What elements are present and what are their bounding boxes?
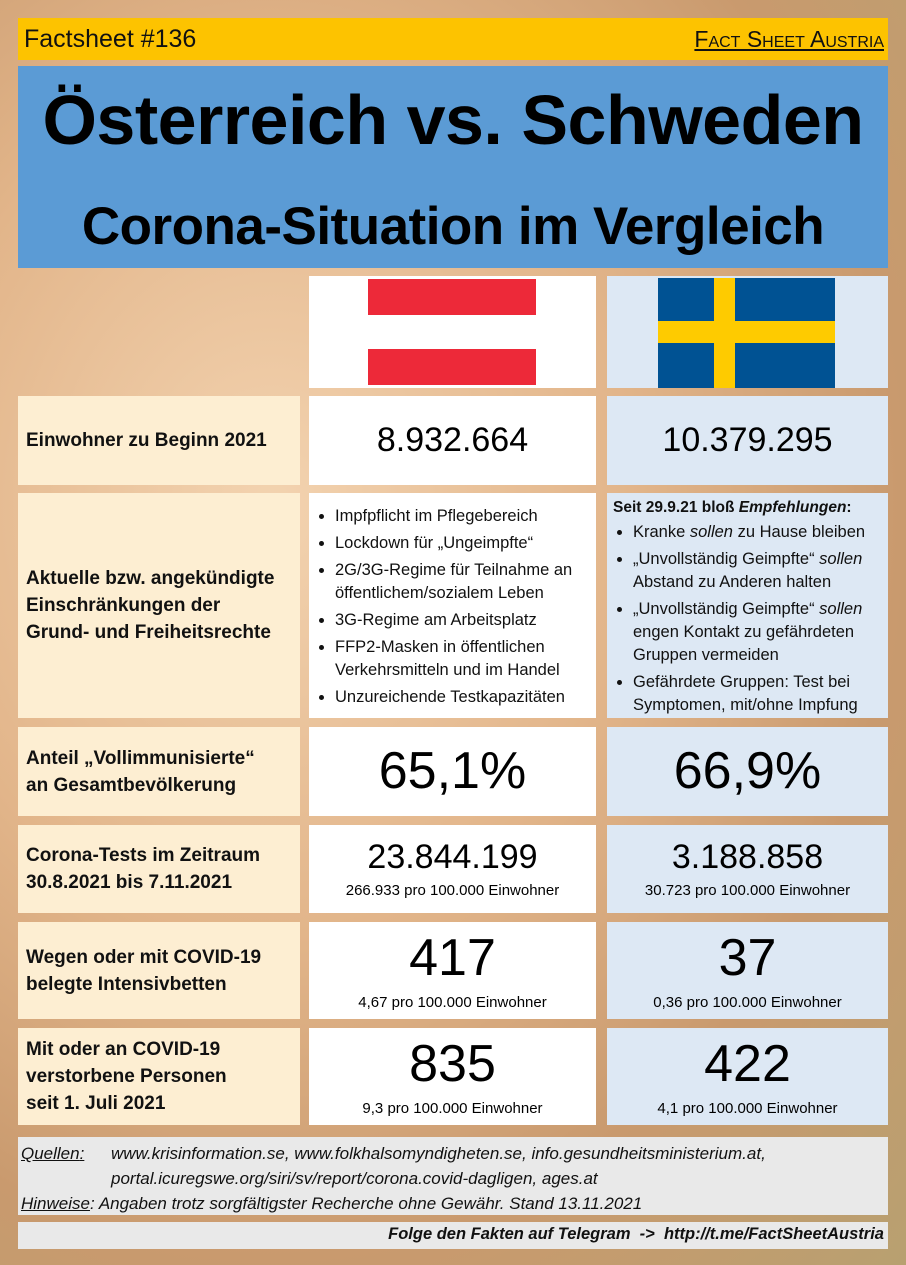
label-line: Grund- und Freiheitsrechte bbox=[26, 622, 271, 643]
sweden-cell: 422 4,1 pro 100.000 Einwohner bbox=[607, 1028, 888, 1125]
bullet-list: Kranke sollen zu Hause bleiben „Unvollstä… bbox=[613, 521, 884, 717]
subtitle: Corona-Situation im Vergleich bbox=[81, 197, 825, 256]
text-segment: Seit 29.9.21 bloß bbox=[613, 499, 739, 516]
text-segment: sollen bbox=[819, 550, 863, 568]
austria-flag bbox=[368, 279, 536, 385]
bullet: 3G-Regime am Arbeitsplatz bbox=[335, 609, 592, 632]
text-segment: Impfpflicht im Pflegebereich bbox=[335, 507, 538, 525]
intro: Seit 29.9.21 bloß Empfehlungen: bbox=[613, 499, 884, 517]
text-segment: Empfehlungen bbox=[738, 499, 847, 516]
austria-cell: Impfpflicht im Pflegebereich Lockdown für… bbox=[309, 493, 596, 718]
brand: Fact Sheet Austria bbox=[694, 26, 884, 52]
text-segment: Gefährdete Gruppen: Test bei Symptomen, … bbox=[633, 673, 858, 714]
header-bar: Factsheet #136 Fact Sheet Austria bbox=[18, 18, 888, 60]
sources-label: Quellen: bbox=[21, 1144, 85, 1163]
title: Österreich vs. Schweden bbox=[42, 81, 864, 159]
bullet: „Unvollständig Geimpfte“ sollen Abstand … bbox=[633, 548, 884, 594]
title-box: Österreich vs. Schweden Corona-Situation… bbox=[18, 66, 888, 268]
value: 37 bbox=[718, 929, 777, 988]
value: 65,1% bbox=[378, 741, 527, 800]
label-line: Einschränkungen der bbox=[26, 595, 221, 616]
text-segment: 2G/3G-Regime für Teilnahme an öffentlich… bbox=[335, 561, 573, 602]
row-label: Anteil „Vollimmunisierte“ an Gesamtbevölk… bbox=[18, 727, 300, 816]
sweden-flag bbox=[658, 278, 835, 388]
label-line: Wegen oder mit COVID-19 bbox=[26, 946, 262, 968]
sources-line: www.krisinformation.se, www.folkhalsomyn… bbox=[111, 1144, 766, 1163]
austria-cell: 835 9,3 pro 100.000 Einwohner bbox=[309, 1028, 596, 1125]
text-segment: sollen bbox=[819, 600, 863, 618]
text-segment: 3G-Regime am Arbeitsplatz bbox=[335, 611, 537, 629]
notes-label: Hinweise bbox=[21, 1194, 90, 1213]
per-100k: 4,67 pro 100.000 Einwohner bbox=[358, 993, 547, 1011]
austria-cell: 417 4,67 pro 100.000 Einwohner bbox=[309, 922, 596, 1019]
sweden-flag-cell bbox=[607, 276, 888, 388]
value: 23.844.199 bbox=[367, 837, 538, 876]
label-line: Aktuelle bzw. angekündigte bbox=[26, 568, 275, 589]
per-100k: 0,36 pro 100.000 Einwohner bbox=[653, 993, 842, 1011]
label-line: Mit oder an COVID-19 bbox=[26, 1039, 221, 1060]
sweden-cell: 10.379.295 bbox=[607, 396, 888, 485]
sources-line: portal.icuregswe.org/siri/sv/report/coro… bbox=[111, 1169, 598, 1188]
value: 66,9% bbox=[673, 741, 822, 800]
sources-box: Quellen: www.krisinformation.se, www.folk… bbox=[18, 1137, 888, 1215]
austria-cell: 23.844.199 266.933 pro 100.000 Einwohner bbox=[309, 825, 596, 913]
factsheet-number: Factsheet #136 bbox=[24, 25, 197, 53]
footer: Folge den Fakten auf Telegram -> http://… bbox=[18, 1222, 888, 1249]
text-segment: „Unvollständig Geimpfte“ bbox=[633, 550, 820, 568]
value: 3.188.858 bbox=[671, 837, 824, 876]
austria-cell: 65,1% bbox=[309, 727, 596, 816]
row-label: Aktuelle bzw. angekündigte Einschränkunge… bbox=[18, 493, 300, 718]
per-100k: 4,1 pro 100.000 Einwohner bbox=[657, 1099, 838, 1117]
value: 422 bbox=[704, 1035, 791, 1094]
label-line: Einwohner zu Beginn 2021 bbox=[26, 430, 267, 451]
text-segment: : bbox=[846, 499, 852, 516]
text-segment: FFP2-Masken in öffentlichen Verkehrsmitt… bbox=[335, 638, 560, 679]
label-line: 30.8.2021 bis 7.11.2021 bbox=[26, 872, 233, 893]
bullet: 2G/3G-Regime für Teilnahme an öffentlich… bbox=[335, 559, 592, 605]
austria-cell: 8.932.664 bbox=[309, 396, 596, 485]
text-segment: Lockdown für „Ungeimpfte“ bbox=[335, 534, 534, 552]
per-100k: 266.933 pro 100.000 Einwohner bbox=[345, 882, 560, 900]
notes-text: Angaben trotz sorgfältigster Recherche o… bbox=[98, 1194, 643, 1213]
row-label: Wegen oder mit COVID-19 belegte Intensivb… bbox=[18, 922, 300, 1019]
austria-flag-cell bbox=[309, 276, 596, 388]
sweden-cell: 66,9% bbox=[607, 727, 888, 816]
bullet: FFP2-Masken in öffentlichen Verkehrsmitt… bbox=[335, 636, 592, 682]
sweden-cell: 37 0,36 pro 100.000 Einwohner bbox=[607, 922, 888, 1019]
text-segment: Kranke bbox=[633, 523, 690, 541]
text-segment: engen Kontakt zu gefährdeten Gruppen ver… bbox=[633, 623, 855, 664]
row-label: Mit oder an COVID-19 verstorbene Personen… bbox=[18, 1028, 300, 1125]
bullet: Unzureichende Testkapazitäten bbox=[335, 686, 592, 709]
text-segment: „Unvollständig Geimpfte“ bbox=[633, 600, 820, 618]
label-line: seit 1. Juli 2021 bbox=[26, 1093, 166, 1114]
row-label: Einwohner zu Beginn 2021 bbox=[18, 396, 300, 485]
value: 417 bbox=[409, 929, 496, 988]
per-100k: 30.723 pro 100.000 Einwohner bbox=[644, 882, 851, 900]
label-line: an Gesamtbevölkerung bbox=[26, 774, 237, 796]
label-line: Corona-Tests im Zeitraum bbox=[26, 845, 261, 866]
label-line: verstorbene Personen bbox=[26, 1066, 227, 1087]
per-100k: 9,3 pro 100.000 Einwohner bbox=[362, 1099, 543, 1117]
text-segment: Abstand zu Anderen halten bbox=[633, 573, 832, 591]
bullet: „Unvollständig Geimpfte“ sollen engen Ko… bbox=[633, 598, 884, 667]
bullet: Gefährdete Gruppen: Test bei Symptomen, … bbox=[633, 671, 884, 717]
value: 10.379.295 bbox=[662, 420, 833, 459]
text-segment: sollen bbox=[689, 523, 733, 541]
sweden-cell: 3.188.858 30.723 pro 100.000 Einwohner bbox=[607, 825, 888, 913]
bullet: Kranke sollen zu Hause bleiben bbox=[633, 521, 884, 544]
sweden-cell: Seit 29.9.21 bloß Empfehlungen: Kranke so… bbox=[607, 493, 888, 718]
text-segment: zu Hause bleiben bbox=[733, 523, 866, 541]
value: 835 bbox=[409, 1035, 496, 1094]
row-label: Corona-Tests im Zeitraum 30.8.2021 bis 7.… bbox=[18, 825, 300, 913]
label-line: belegte Intensivbetten bbox=[26, 973, 227, 995]
bullet-list: Impfpflicht im Pflegebereich Lockdown für… bbox=[315, 505, 592, 709]
text-segment: Unzureichende Testkapazitäten bbox=[335, 688, 565, 706]
value: 8.932.664 bbox=[376, 420, 529, 459]
bullet: Impfpflicht im Pflegebereich bbox=[335, 505, 592, 528]
bullet: Lockdown für „Ungeimpfte“ bbox=[335, 532, 592, 555]
sources-label-text: Quellen bbox=[21, 1144, 80, 1163]
label-line: Anteil „Vollimmunisierte“ bbox=[26, 747, 255, 769]
